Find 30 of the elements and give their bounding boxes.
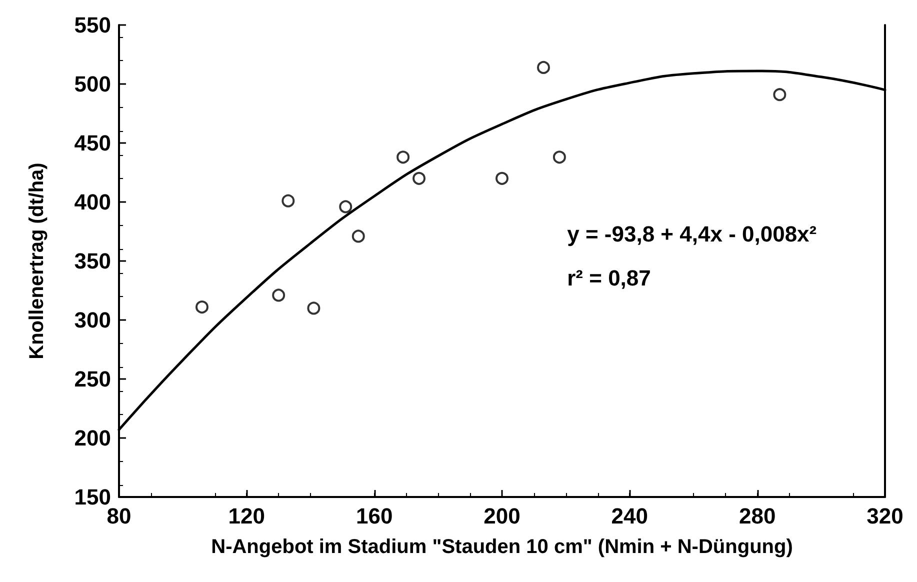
annotation: r² = 0,87	[567, 266, 651, 291]
point	[773, 88, 786, 102]
point	[352, 230, 365, 243]
y-tick-label: 550	[74, 12, 111, 38]
annotation: y = -93,8 + 4,4x - 0,008x²	[567, 222, 817, 247]
y-tick-label: 450	[74, 130, 111, 156]
y-tick-label: 300	[74, 308, 111, 332]
point	[396, 150, 410, 164]
y-tick-label: 200	[74, 426, 111, 450]
x-axis-title: N-Angebot im Stadium "Stauden 10 cm" (Nmin + N-Düngung)	[211, 536, 793, 558]
x-tick-label: 320	[866, 504, 904, 528]
point	[496, 172, 508, 185]
point	[195, 300, 208, 314]
point	[307, 302, 320, 315]
x-tick-label: 280	[738, 504, 776, 528]
point	[537, 60, 550, 74]
x-tick-label: 240	[611, 504, 648, 528]
y-axis-title: Knollenertrag (dt/ha)	[26, 162, 48, 360]
point	[412, 172, 426, 185]
y-tick-label: 500	[74, 72, 111, 96]
y-tick-label: 250	[74, 366, 111, 392]
point	[552, 150, 566, 164]
point	[339, 200, 352, 214]
x-tick-label: 160	[356, 504, 393, 528]
y-tick-label: 400	[74, 190, 111, 214]
y-tick-label: 350	[74, 248, 111, 274]
point	[272, 288, 286, 302]
point	[282, 194, 295, 208]
x-tick-label: 200	[484, 504, 520, 528]
x-tick-label: 120	[228, 504, 266, 528]
